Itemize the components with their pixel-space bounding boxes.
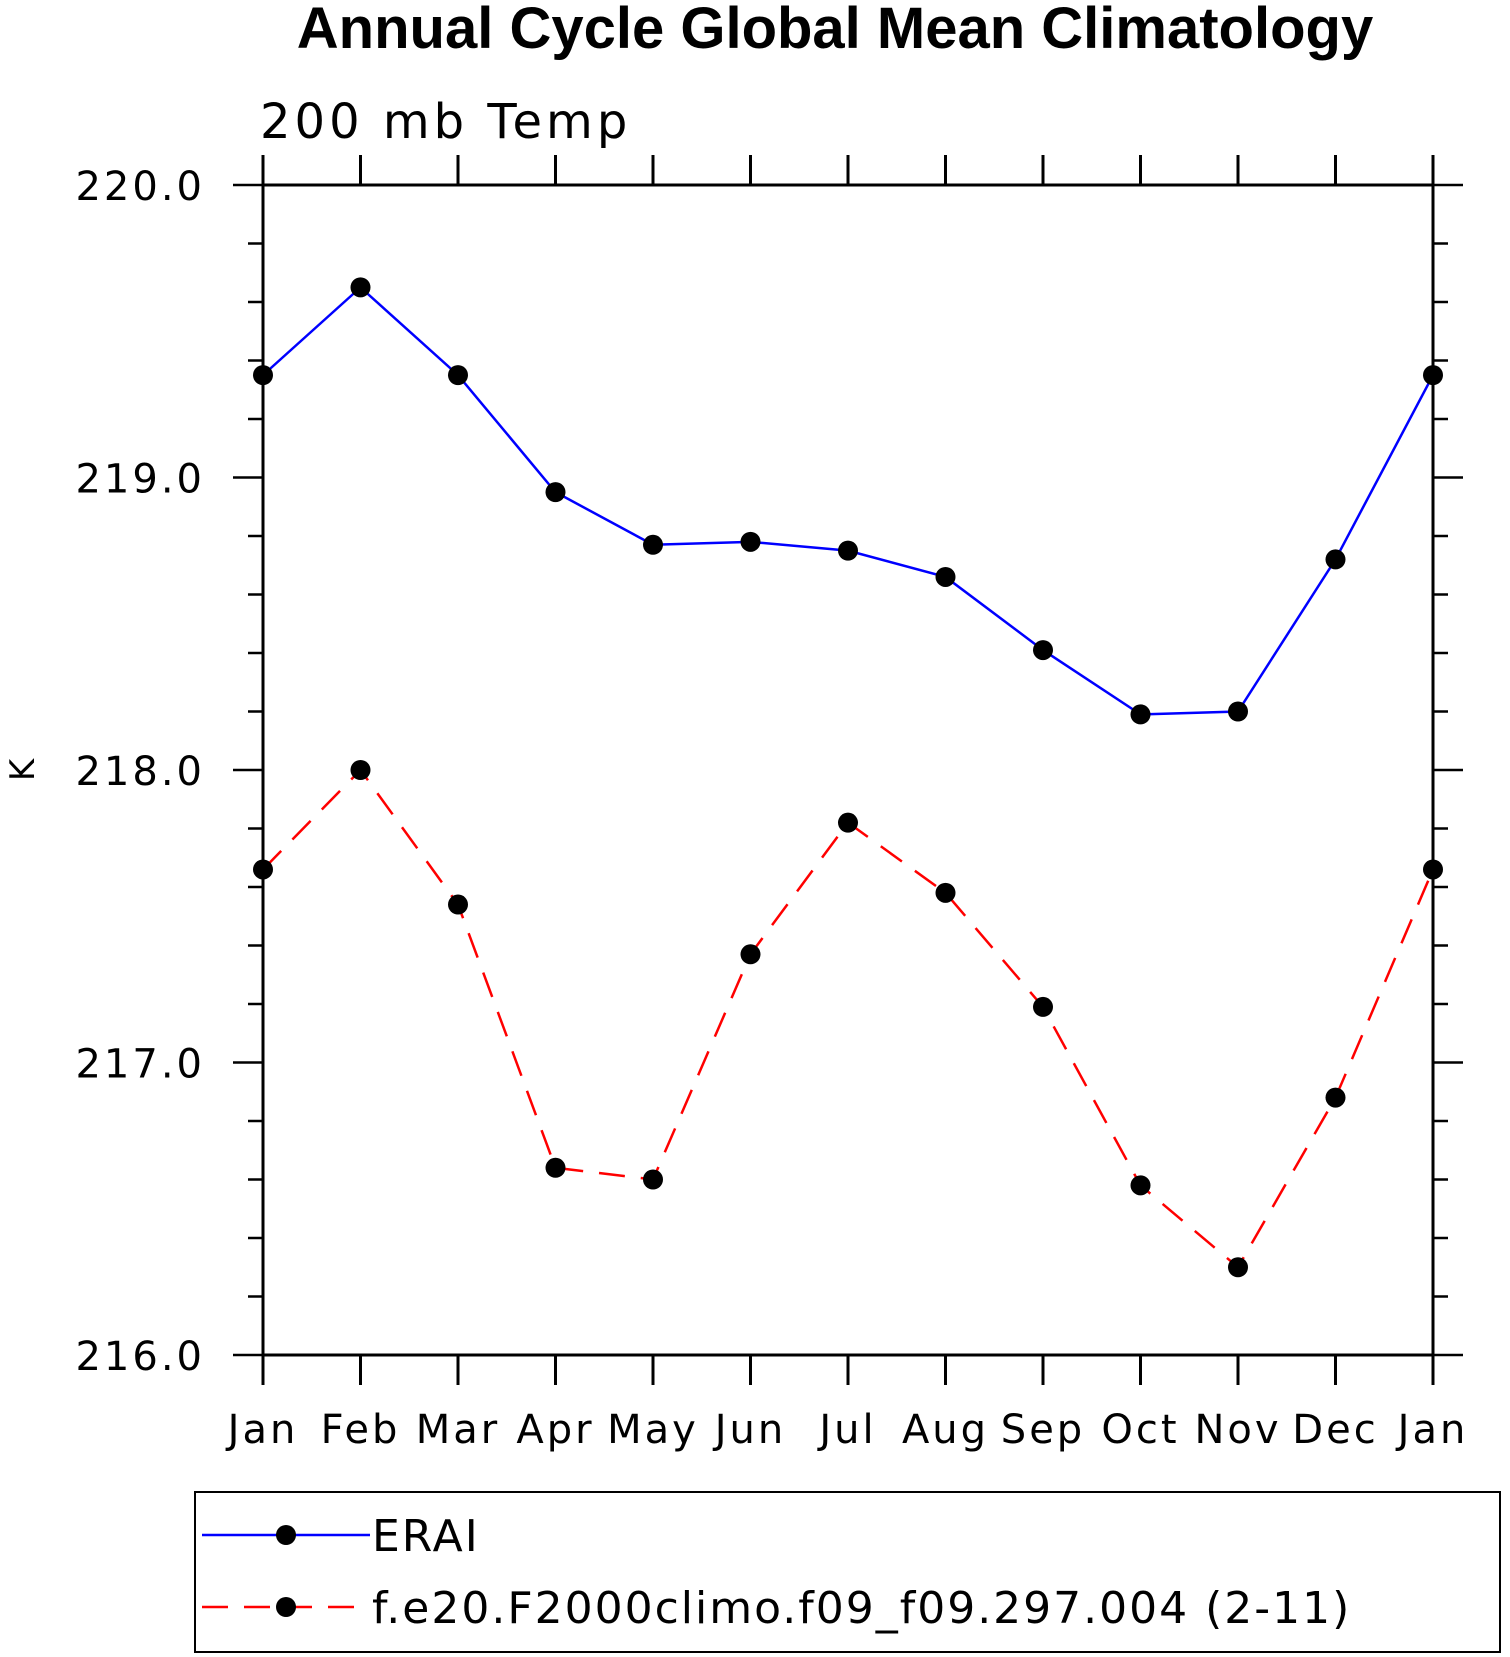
- chart-title: Annual Cycle Global Mean Climatology: [297, 0, 1373, 61]
- x-tick-label: Mar: [416, 1407, 500, 1453]
- data-point: [1228, 1257, 1248, 1278]
- data-point: [838, 812, 858, 833]
- data-point: [1423, 365, 1443, 386]
- data-point: [350, 760, 371, 780]
- plot-frame: [261, 183, 1435, 1357]
- y-axis-tick-labels: 216.0 217.0 218.0 219.0 220.0: [75, 164, 205, 1380]
- x-tick-label: Nov: [1194, 1407, 1281, 1453]
- x-tick-label: Apr: [516, 1407, 594, 1453]
- data-point: [740, 531, 761, 552]
- data-point: [1325, 549, 1346, 570]
- data-point: [1130, 1175, 1151, 1196]
- series-line: [262, 768, 1435, 1270]
- x-tick-label: Oct: [1101, 1407, 1179, 1453]
- data-point: [643, 534, 663, 555]
- data-point: [1130, 704, 1151, 725]
- data-point: [1423, 859, 1443, 880]
- series-line: [262, 285, 1435, 716]
- data-point: [935, 882, 956, 903]
- chart-subtitle: 200 mb Temp: [260, 94, 631, 150]
- legend-box: [194, 1491, 1501, 1653]
- y-axis-label: K: [3, 757, 43, 781]
- legend-label-erai: ERAI: [372, 1511, 480, 1562]
- y-tick-label: 216.0: [75, 1334, 205, 1380]
- data-point: [448, 894, 468, 915]
- x-tick-label: May: [607, 1407, 699, 1453]
- series-layer: [253, 277, 1443, 1278]
- data-point: [1228, 701, 1248, 722]
- data-point: [253, 859, 273, 880]
- x-axis-tick-labels: Jan Feb Mar Apr May Jun Jul Aug Sep Oct Nov Dec Jan: [225, 1407, 1469, 1453]
- data-point: [1033, 640, 1053, 661]
- y-tick-label: 220.0: [75, 164, 205, 210]
- y-tick-label: 219.0: [75, 457, 205, 503]
- y-tick-label: 218.0: [75, 749, 205, 795]
- series-0: [253, 277, 1443, 725]
- legend-label-model: f.e20.F2000climo.f09_f09.297.004 (2-11): [372, 1583, 1351, 1634]
- legend-marker-model: [276, 1597, 296, 1617]
- data-point: [1325, 1087, 1346, 1108]
- x-tick-label: Dec: [1292, 1407, 1378, 1453]
- data-point: [448, 365, 468, 386]
- data-point: [545, 482, 566, 503]
- data-point: [935, 566, 956, 587]
- data-point: [1033, 996, 1053, 1017]
- data-point: [740, 944, 761, 965]
- x-tick-label: Feb: [321, 1407, 401, 1453]
- x-tick-label: Jun: [712, 1407, 787, 1453]
- data-point: [838, 540, 858, 561]
- legend: ERAI f.e20.F2000climo.f09_f09.297.004 (2…: [194, 1491, 1501, 1653]
- x-tick-label: Jul: [816, 1407, 876, 1453]
- axis-ticks: [233, 155, 1463, 1385]
- data-point: [545, 1157, 566, 1178]
- series-1: [253, 760, 1443, 1278]
- x-tick-label: Sep: [1001, 1407, 1085, 1453]
- data-point: [643, 1169, 663, 1190]
- data-point: [350, 277, 371, 298]
- y-tick-label: 217.0: [75, 1042, 205, 1088]
- x-tick-label: Jan: [1395, 1407, 1469, 1453]
- legend-marker-erai: [276, 1525, 296, 1545]
- x-tick-label: Aug: [902, 1407, 989, 1453]
- x-tick-label: Jan: [225, 1407, 299, 1453]
- data-point: [253, 365, 273, 386]
